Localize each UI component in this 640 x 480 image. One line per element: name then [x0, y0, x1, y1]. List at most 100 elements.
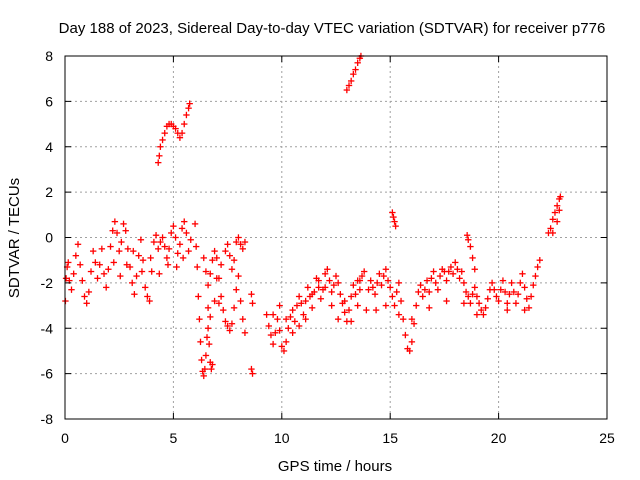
- data-point: [109, 227, 116, 234]
- data-point: [463, 232, 471, 239]
- data-point: [239, 245, 246, 253]
- data-point: [122, 227, 129, 234]
- data-point: [241, 238, 249, 246]
- data-point: [211, 297, 218, 305]
- data-point: [458, 268, 465, 275]
- data-point: [195, 293, 202, 300]
- data-point: [172, 234, 179, 241]
- data-point: [200, 254, 207, 262]
- data-point: [432, 279, 439, 287]
- data-point: [265, 322, 272, 330]
- data-point: [536, 256, 543, 264]
- data-point: [289, 306, 296, 314]
- data-point: [65, 259, 72, 266]
- data-point: [70, 270, 77, 277]
- data-point: [413, 302, 420, 309]
- y-tick-labels: -8 -6 -4 -2 0 2 4 6 8: [41, 48, 54, 427]
- data-point: [382, 266, 390, 273]
- data-point: [130, 247, 137, 255]
- data-point: [110, 259, 117, 266]
- data-point: [400, 315, 407, 323]
- data-point: [295, 322, 303, 330]
- data-point: [302, 315, 309, 323]
- data-point: [300, 311, 307, 318]
- data-point: [113, 229, 121, 237]
- data-point: [478, 306, 485, 314]
- data-point: [150, 238, 158, 246]
- data-point: [426, 288, 433, 296]
- data-point: [347, 293, 355, 300]
- data-point: [139, 256, 147, 264]
- data-point: [87, 268, 95, 275]
- data-point: [197, 338, 204, 346]
- data-point: [345, 82, 353, 89]
- data-point: [98, 245, 106, 253]
- data-point: [83, 300, 90, 307]
- data-point: [471, 284, 478, 291]
- data-point: [224, 241, 231, 248]
- data-point: [120, 220, 127, 228]
- x-tick-label: 20: [491, 430, 507, 446]
- data-point: [187, 236, 194, 243]
- data-point: [202, 352, 210, 359]
- data-point: [155, 159, 162, 166]
- data-point: [392, 222, 399, 230]
- data-point: [506, 291, 513, 298]
- data-points: [62, 52, 564, 380]
- data-point: [467, 243, 474, 250]
- data-point: [159, 136, 166, 144]
- data-point: [215, 300, 223, 307]
- data-point: [445, 268, 452, 275]
- y-tick-label: 0: [45, 230, 53, 246]
- data-point: [168, 229, 175, 237]
- data-point: [278, 343, 285, 350]
- data-point: [131, 291, 138, 298]
- y-tick-label: -8: [41, 411, 54, 427]
- data-point: [217, 293, 225, 300]
- data-point: [170, 222, 177, 230]
- data-point: [334, 315, 342, 323]
- data-point: [226, 252, 233, 259]
- data-point: [395, 279, 403, 287]
- data-point: [402, 331, 409, 339]
- data-point: [512, 300, 520, 307]
- y-tick-label: 6: [45, 93, 53, 109]
- data-point: [118, 238, 125, 246]
- data-point: [534, 263, 541, 271]
- data-point: [484, 295, 491, 302]
- data-point: [156, 270, 163, 277]
- data-point: [173, 263, 180, 271]
- data-point: [186, 100, 193, 107]
- data-point: [302, 297, 309, 305]
- data-point: [248, 365, 255, 373]
- data-point: [79, 277, 86, 284]
- data-point: [272, 329, 279, 336]
- data-point: [460, 300, 468, 307]
- data-point: [337, 291, 344, 298]
- data-point: [237, 297, 244, 305]
- data-point: [397, 297, 405, 305]
- data-point: [204, 304, 212, 312]
- data-point: [209, 256, 216, 264]
- data-point: [376, 270, 383, 277]
- data-point: [111, 218, 119, 225]
- data-point: [217, 261, 225, 268]
- data-point: [473, 311, 481, 318]
- data-point: [389, 209, 396, 216]
- data-point: [499, 277, 507, 284]
- data-point: [532, 272, 539, 280]
- data-point: [488, 279, 496, 287]
- data-point: [235, 234, 242, 241]
- data-point: [443, 297, 450, 305]
- data-point: [443, 277, 450, 284]
- data-point: [410, 320, 418, 327]
- chart-title: Day 188 of 2023, Sidereal Day-to-day VTE…: [59, 20, 606, 37]
- data-point: [390, 213, 397, 221]
- data-point: [228, 320, 236, 327]
- data-point: [350, 70, 357, 78]
- x-tick-label: 10: [274, 430, 290, 446]
- data-point: [389, 293, 396, 300]
- data-point: [147, 254, 154, 262]
- data-point: [430, 268, 437, 275]
- data-point: [94, 275, 101, 282]
